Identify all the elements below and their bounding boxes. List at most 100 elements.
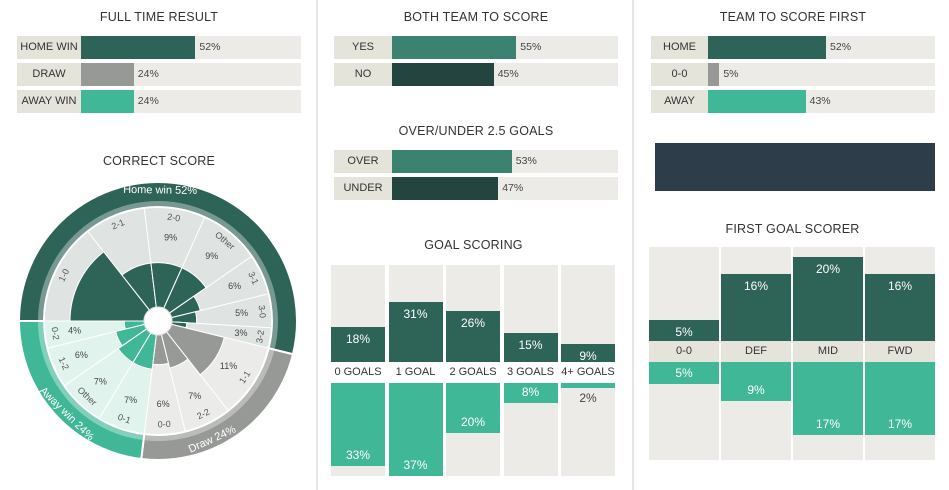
bar-label: DRAW (17, 63, 81, 86)
bar-upper (446, 311, 500, 362)
bar-upper-value: 5% (675, 325, 693, 339)
bar-row-away-win: AWAY WIN 24% (17, 90, 301, 113)
bar-label: HOME WIN (17, 36, 81, 59)
bar-value-label: 24% (137, 95, 159, 107)
dark-banner (655, 143, 935, 191)
score-value-label: 6% (157, 399, 170, 409)
score-value-label: 11% (220, 361, 237, 371)
bar-upper-value: 16% (743, 278, 769, 293)
bar-upper (388, 301, 443, 362)
score-value-label: 9% (164, 232, 177, 242)
bar-value-label: 43% (809, 95, 831, 107)
bar-lower-value: 37% (403, 457, 428, 472)
bar-row-draw: DRAW 24% (17, 63, 301, 86)
bar-row-home-win: HOME WIN 52% (17, 36, 301, 59)
bar-upper-value: 15% (518, 337, 543, 352)
category-label-def: DEF (721, 341, 791, 362)
bar-track: 24% (81, 63, 301, 86)
both-team-to-score-title: BOTH TEAM TO SCORE (403, 10, 549, 24)
bar-label: 0-0 (651, 63, 708, 86)
bar (392, 63, 494, 86)
bar (81, 90, 134, 113)
bar (708, 63, 720, 86)
bar-lower (865, 362, 935, 436)
bar-track: 5% (708, 63, 935, 86)
bar-track: 55% (392, 36, 618, 59)
bar (392, 177, 499, 200)
bar-value-label: 55% (520, 41, 542, 53)
bar-row-under: UNDER 47% (334, 177, 618, 200)
outcome-ring-inner-edge (38, 322, 144, 440)
score-label: 0-1 (116, 412, 132, 426)
bar-row-away: AWAY 43% (651, 90, 935, 113)
bar-upper (865, 273, 935, 341)
outcome-ring-away-win (17, 320, 146, 461)
bar (81, 36, 196, 59)
bar-lower-value: 33% (345, 447, 371, 462)
over-under-title: OVER/UNDER 2.5 GOALS (398, 124, 554, 138)
bar-track: 47% (392, 177, 618, 200)
bar-upper-value: 16% (887, 278, 913, 293)
category-label-mid: MID (793, 341, 863, 362)
score-value-label: 6% (228, 281, 241, 291)
bar-label: AWAY WIN (17, 90, 81, 113)
bar-lower-value: 8% (521, 385, 540, 399)
category-label-1-goal: 1 GOAL (388, 362, 443, 383)
score-label: 0-2 (50, 326, 61, 340)
correct-score-title: CORRECT SCORE (102, 154, 216, 168)
score-value-label: 7% (124, 395, 137, 405)
category-label-4-goals: 4+ GOALS (561, 362, 615, 383)
bar-track: 53% (392, 150, 618, 173)
bar (708, 36, 827, 59)
bar-upper-value: 26% (460, 316, 486, 331)
bar-lower-value: 9% (747, 382, 765, 397)
bar-row-0-0: 0-0 5% (651, 63, 935, 86)
bar (81, 63, 134, 86)
bar-lower (721, 362, 791, 401)
category-label-2-goals: 2 GOALS (446, 362, 500, 383)
score-value-label: 7% (188, 391, 201, 401)
goal-scoring-title: GOAL SCORING (424, 238, 523, 252)
bar-upper (721, 273, 791, 341)
bar-row-home: HOME 52% (651, 36, 935, 59)
bar-value-label: 52% (830, 41, 852, 53)
score-value-label: 4% (68, 326, 81, 336)
bar (708, 90, 806, 113)
score-value-label: 7% (94, 377, 107, 387)
score-label: 3-1 (246, 270, 260, 286)
bar-lower (503, 383, 558, 403)
score-label: 1-2 (57, 355, 71, 371)
bar-label: AWAY (651, 90, 708, 113)
bar-value-label: 5% (723, 68, 739, 80)
bar-lower-value: 17% (887, 417, 913, 432)
bar-row-over: OVER 53% (334, 150, 618, 173)
bar-lower-value: 20% (460, 415, 486, 429)
score-label: 2-1 (110, 217, 126, 231)
bar-upper-value: 20% (815, 262, 841, 276)
bar-label: YES (334, 36, 392, 59)
score-value-label: 3% (235, 328, 248, 338)
bar-lower (446, 383, 500, 433)
bar-lower-value: 17% (815, 417, 841, 432)
bar-lower (561, 383, 615, 388)
score-value-label: 6% (75, 350, 88, 360)
outcome-label: Home win 52% (123, 184, 197, 197)
outcome-ring-inner-edge (144, 349, 275, 441)
bar-track: 24% (81, 90, 301, 113)
first-goal-scorer-title: FIRST GOAL SCORER (725, 222, 860, 236)
score-label: 3-2 (254, 329, 266, 343)
category-label-0-0: 0-0 (649, 341, 719, 362)
score-value-label: 9% (205, 251, 218, 261)
bar-lower (649, 362, 719, 384)
bar-lower-value: 2% (579, 391, 597, 405)
category-label-3-goals: 3 GOALS (503, 362, 558, 383)
bar-label: HOME (651, 36, 708, 59)
bar-upper (649, 320, 719, 341)
bar-lower (331, 383, 385, 466)
bar-upper (331, 326, 385, 362)
full-time-result-title: FULL TIME RESULT (99, 10, 219, 24)
bar-value-label: 52% (199, 41, 221, 53)
bar-value-label: 47% (502, 182, 524, 194)
panel-divider-left (316, 0, 318, 490)
bar-upper-value: 31% (403, 306, 428, 321)
